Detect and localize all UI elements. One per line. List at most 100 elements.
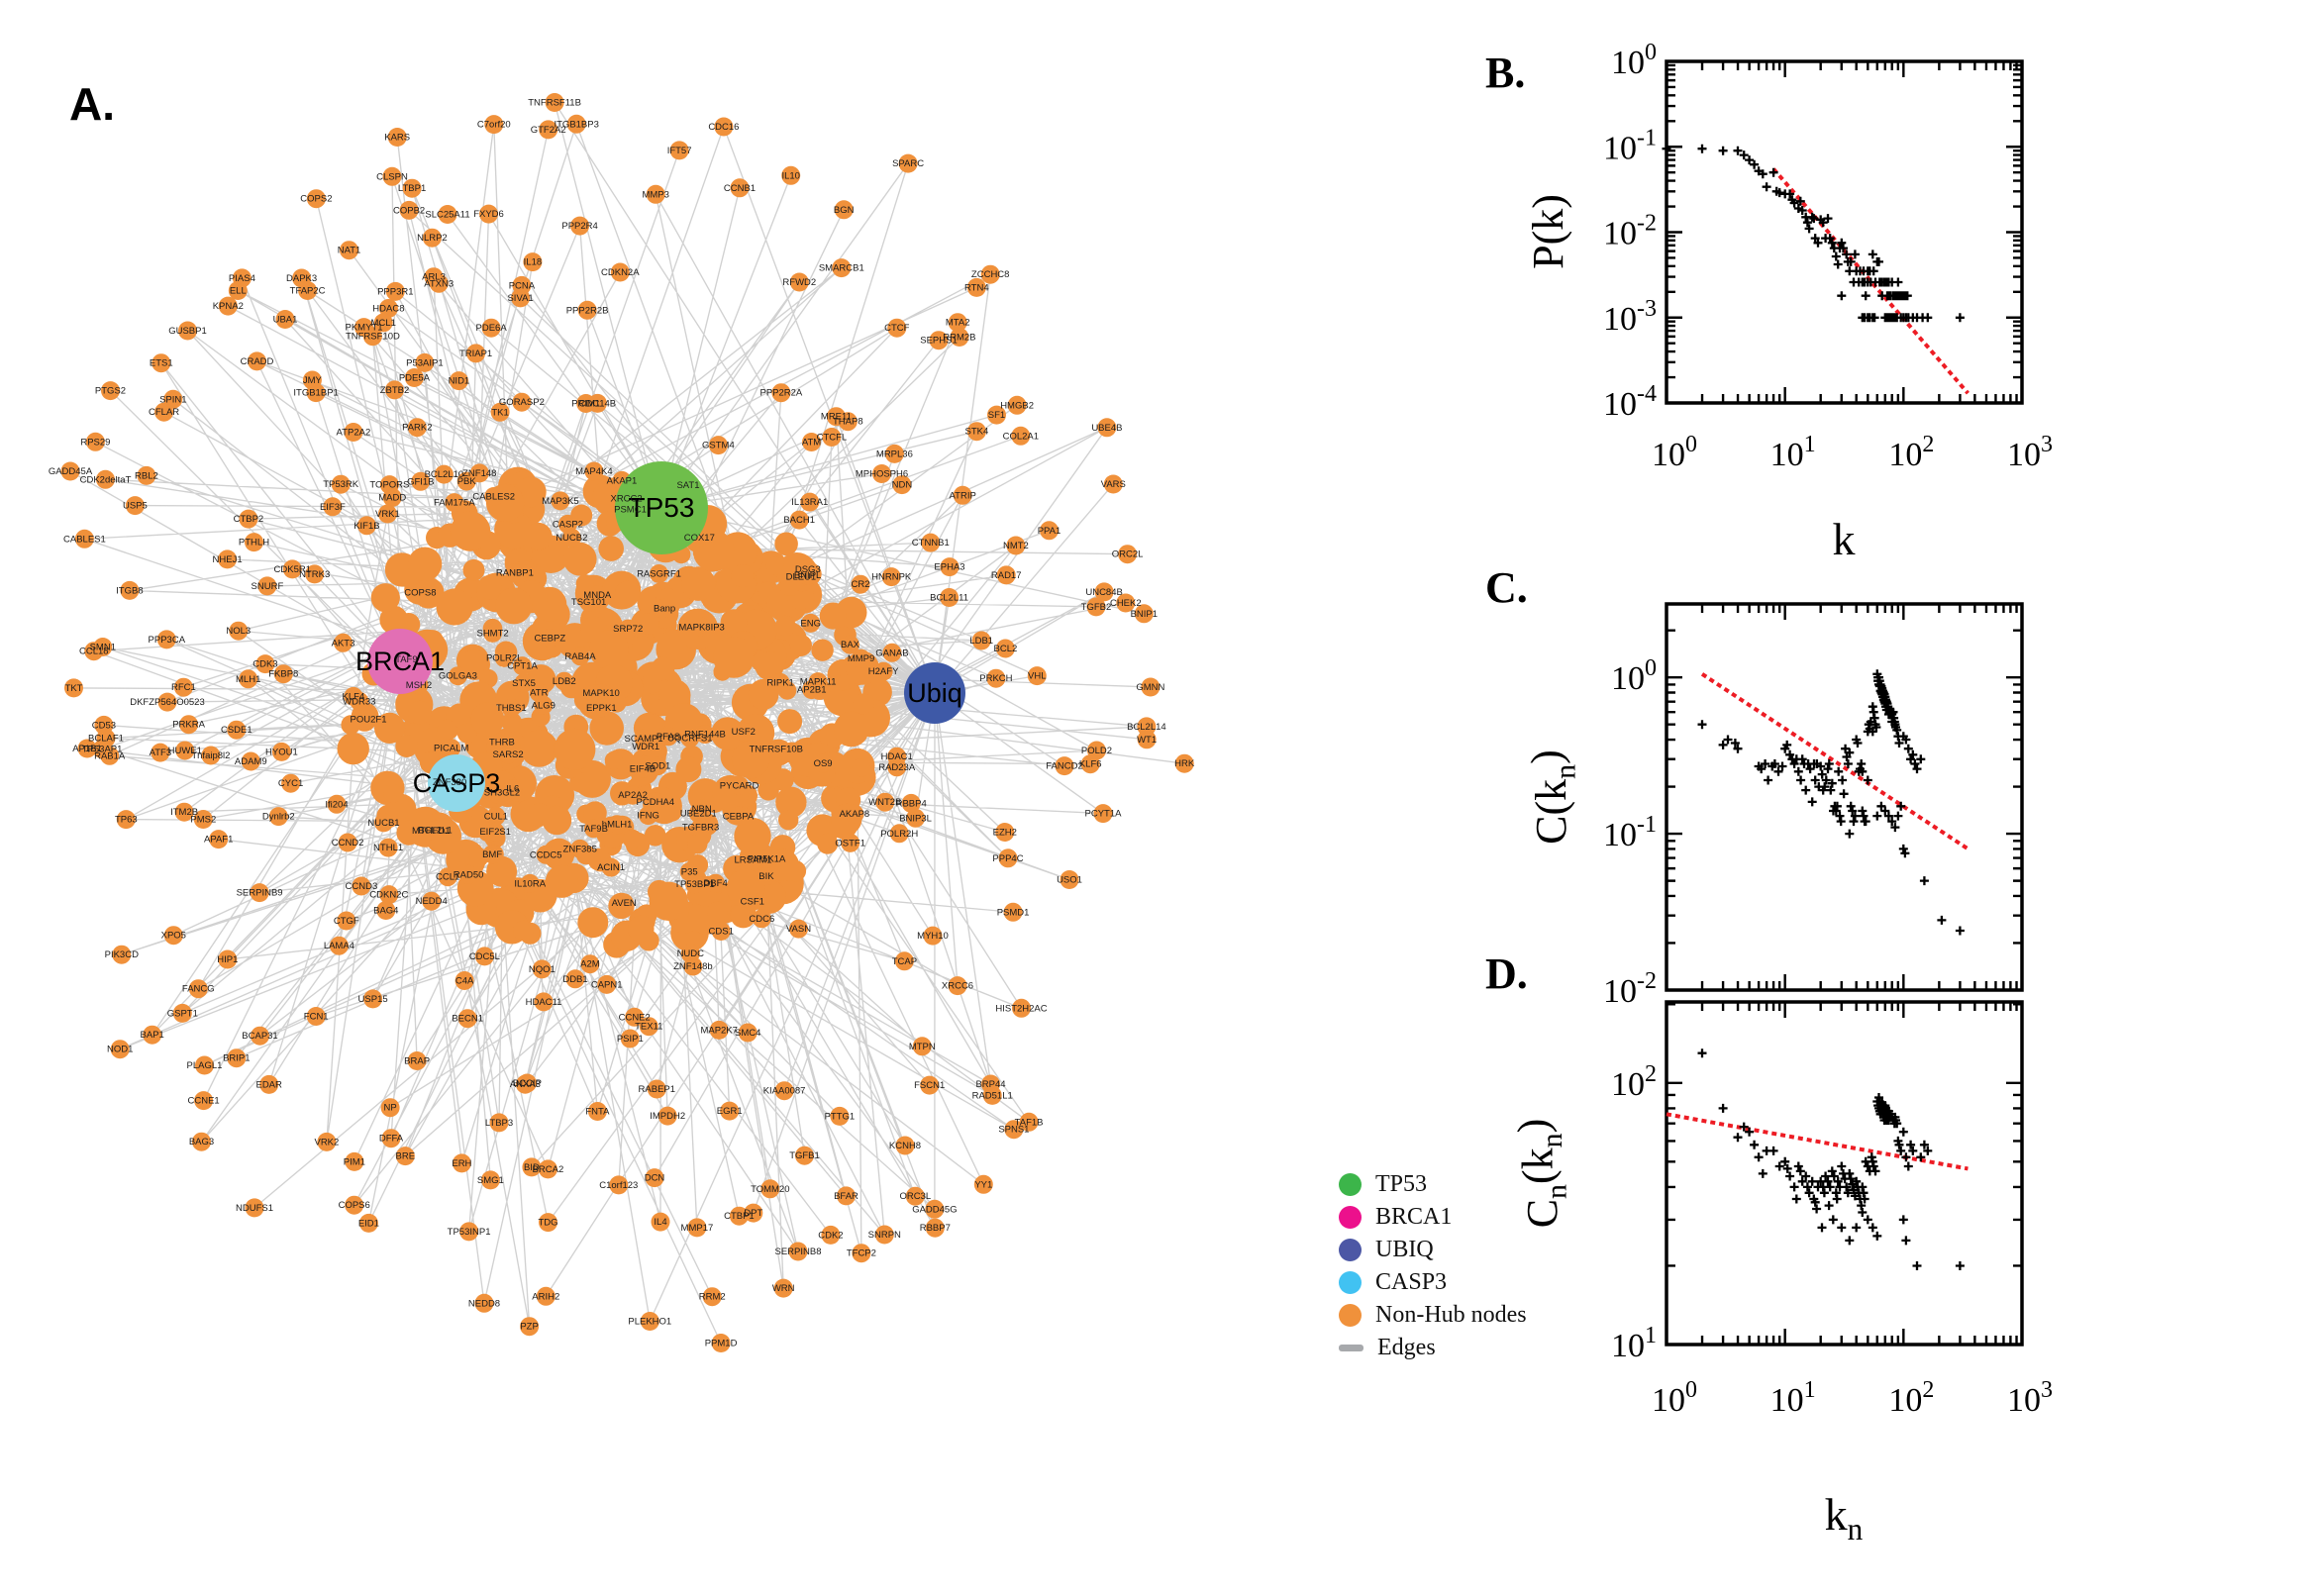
network-node-label: HNRNPK (871, 572, 912, 583)
network-node (1003, 902, 1023, 922)
hub-node-casp3 (428, 754, 485, 812)
network-node-label: PLEKHO1 (628, 1317, 671, 1328)
network-node-label: PCDHA4 (637, 797, 675, 808)
network-node-label: MAPK8IP3 (678, 622, 724, 633)
network-node (898, 153, 918, 173)
network-node (707, 901, 728, 923)
network-node-label: BFAR (834, 1191, 858, 1202)
network-node (655, 598, 674, 618)
legend-item-label: Non-Hub nodes (1375, 1302, 1527, 1328)
network-node-label: NBN (692, 804, 712, 815)
network-node (711, 922, 731, 941)
network-node-label: ATF3 (150, 748, 172, 758)
network-node (175, 741, 195, 760)
network-node (377, 504, 397, 524)
network-node (345, 1151, 364, 1171)
network-node-label: ATM (802, 438, 821, 449)
network-node-label: KLF6 (1079, 759, 1102, 770)
network-hubs: TP53 BRCA1 Ubiq CASP3 (355, 461, 965, 812)
network-node-label: NHEJ1 (213, 554, 243, 565)
network-node-label: GORASP2 (499, 397, 545, 408)
network-node (411, 471, 431, 491)
network-node-label: C1orf123 (599, 1180, 638, 1191)
network-node-label: PPP2R2B (566, 305, 609, 316)
panel-b-label: B. (1485, 49, 1526, 97)
network-node-label: CLSPN (376, 171, 408, 182)
network-node-label: WT1 (1137, 735, 1157, 746)
network-node (872, 464, 891, 483)
network-node (771, 383, 791, 403)
network-node (575, 574, 594, 593)
network-node-label: ZCCHC8 (971, 269, 1010, 280)
network-node (980, 264, 1000, 284)
network-node-label: CDKN2C (369, 890, 408, 901)
network-node-label: POLR2H (880, 829, 918, 840)
network-node-label: PRIM1 (571, 399, 600, 410)
network-node (995, 823, 1015, 842)
network-node-label: MLH1 (236, 674, 260, 685)
network-node (232, 268, 252, 288)
network-node (789, 919, 808, 939)
network-node (789, 634, 813, 657)
tick-label: 10-4 (1603, 381, 1657, 423)
network-node-label: UQCRFS1 (667, 734, 712, 745)
network-node (395, 735, 419, 757)
network-node (193, 810, 213, 829)
network-node (112, 945, 132, 964)
network-node (382, 488, 402, 507)
tick-label: 102 (1888, 1377, 1934, 1419)
tick-label: 103 (2007, 1377, 2053, 1419)
network-node (137, 465, 156, 485)
network-node (1006, 536, 1026, 555)
network-node (434, 464, 454, 484)
network-node (884, 444, 904, 463)
network-node (458, 864, 478, 884)
network-node (380, 1098, 400, 1118)
network-node (539, 120, 558, 140)
network-node (606, 692, 627, 713)
network-node (709, 1020, 729, 1040)
network-node (743, 892, 762, 912)
network-node (352, 876, 371, 896)
network-node-label: RBL2 (135, 470, 158, 481)
network-nodes (60, 93, 1194, 1352)
network-node-label: GSTM4 (702, 441, 735, 451)
network-node (687, 834, 708, 854)
network-node-label: STK4 (965, 427, 989, 438)
network-node (218, 296, 238, 316)
network-node (778, 810, 799, 831)
node-swatch-icon (1339, 1239, 1362, 1261)
network-node (587, 1102, 607, 1121)
network-node-label: PPP2R4 (561, 221, 597, 232)
network-node (1019, 1112, 1039, 1132)
tick-label: 102 (1611, 1061, 1657, 1103)
network-node-label: USO1 (1057, 875, 1082, 886)
network-node-label: PRKRA (172, 720, 205, 731)
network-node (438, 867, 457, 887)
network-node-label: RAD50 (454, 869, 484, 880)
network-node (714, 117, 734, 137)
network-node-label: CDS1 (709, 927, 734, 938)
network-node (239, 669, 258, 689)
network-node-label: SAT1 (676, 480, 699, 491)
network-node-label: BACH1 (783, 515, 815, 526)
network-node (729, 1206, 749, 1226)
network-node (566, 114, 586, 134)
network-node-label: TK1 (491, 407, 508, 418)
network-node-label: P35 (681, 867, 698, 878)
network-node-label: SLC25A11 (425, 210, 469, 221)
network-node-label: PPM1D (705, 1339, 738, 1349)
network-node (589, 630, 629, 669)
network-node (514, 673, 534, 693)
network-node-label: PPP3R1 (377, 286, 413, 297)
network-node-label: BMF (482, 849, 502, 860)
network-node-label: FSCN1 (914, 1080, 945, 1091)
network-node (259, 1074, 279, 1094)
network-node-label: GUSBP1 (168, 326, 207, 337)
network-node-label: BRE (396, 1151, 416, 1162)
network-node (474, 947, 494, 966)
tick-label: 100 (1652, 1377, 1697, 1419)
network-node (448, 666, 467, 686)
network-node-label: GTF2A2 (531, 125, 566, 136)
